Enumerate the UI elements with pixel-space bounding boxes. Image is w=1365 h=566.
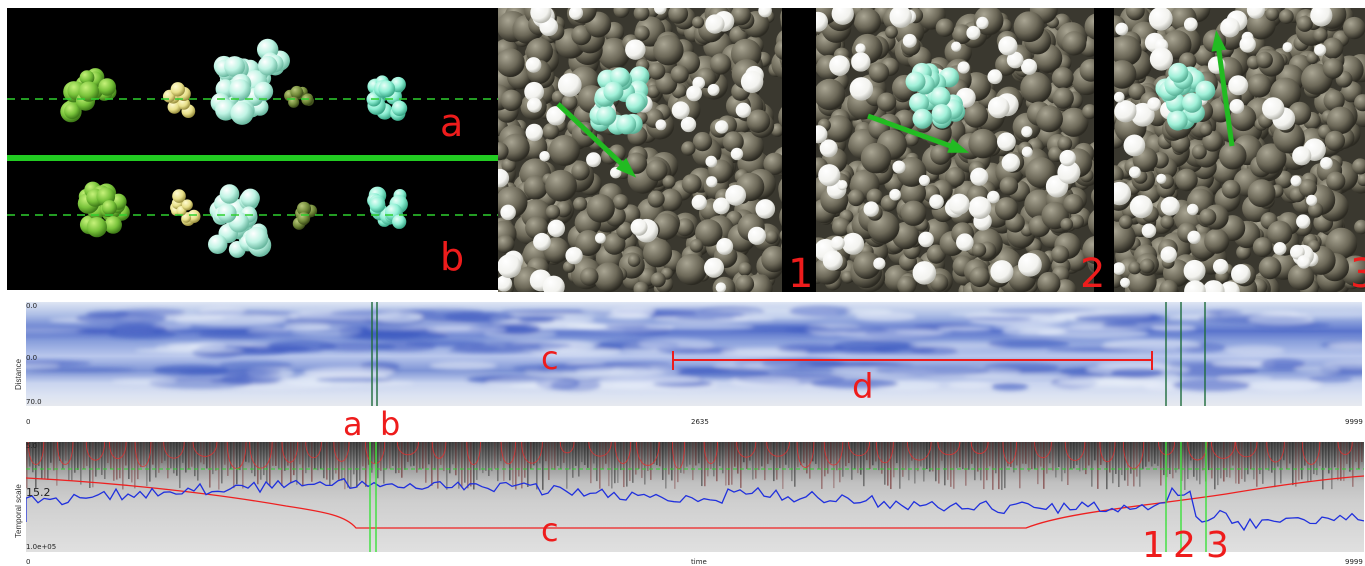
annotation-d: d — [852, 367, 874, 406]
snapshot-2-label: 2 — [1080, 251, 1106, 292]
temporal-xtick-right: 9999 — [1345, 558, 1363, 566]
temporal-scale-panel: Temporal scale — [0, 430, 1365, 566]
temporal-marker-label-1: 1 — [1142, 525, 1165, 566]
temporal-xlabel: time — [691, 558, 707, 566]
row-b-label: b — [440, 235, 465, 279]
clusters-row-b — [77, 181, 408, 258]
distance-ytick-mid: 0.0 — [26, 354, 38, 362]
temporal-xtick-left: 0 — [26, 558, 31, 566]
row-separator — [7, 155, 498, 161]
temporal-marker-label-3: 3 — [1206, 525, 1229, 566]
distance-panel: Distance — [0, 294, 1365, 440]
cluster-comparison-canvas — [7, 38, 498, 258]
red-contours — [27, 442, 1353, 470]
annotation-c-temporal: c — [541, 511, 559, 549]
distance-ytick-bottom: 70.0 — [26, 398, 42, 406]
snapshot-3-render — [1114, 8, 1365, 292]
distance-ylabel: Distance — [14, 358, 23, 390]
marker-label-a: a — [343, 405, 363, 443]
annotation-c-distance: c — [541, 339, 559, 377]
temporal-ytick-bottom: 1.0e+05 — [26, 543, 57, 551]
distance-xtick-right: 9999 — [1345, 418, 1363, 426]
cluster-comparison-panel: a b — [7, 8, 498, 290]
row-a-label: a — [440, 101, 464, 145]
temporal-scale-canvas — [26, 442, 1364, 552]
snapshot-2-render — [816, 8, 1114, 292]
distance-heatmap-canvas — [26, 302, 1362, 406]
snapshot-3: 3 — [1114, 8, 1365, 292]
distance-xtick-left: 0 — [26, 418, 31, 426]
snapshot-1-label: 1 — [788, 251, 814, 292]
snapshot-3-label: 3 — [1350, 251, 1365, 292]
temporal-ylabel: Temporal scale — [14, 484, 23, 538]
temporal-scale-plot[interactable]: 5.0 15.2 1.0e+05 c — [26, 442, 1364, 552]
distance-heatmap[interactable]: 0.0 0.0 70.0 c d — [26, 302, 1362, 406]
temporal-marker-label-2: 2 — [1173, 525, 1196, 566]
temporal-ytick-mid: 15.2 — [26, 486, 51, 499]
top-visualization: a b 1 2 3 — [7, 8, 1365, 292]
temporal-ytick-top: 5.0 — [26, 442, 38, 450]
cone-of-influence — [26, 475, 1364, 529]
snapshot-1: 1 — [498, 8, 816, 292]
snapshot-1-render — [498, 8, 816, 292]
scale-curve — [26, 477, 1364, 532]
distance-xtick-mid: 2635 — [691, 418, 709, 426]
snapshot-2: 2 — [816, 8, 1114, 292]
distance-ytick-top: 0.0 — [26, 302, 38, 310]
marker-label-b: b — [380, 405, 401, 443]
clusters-row-a — [60, 38, 408, 125]
